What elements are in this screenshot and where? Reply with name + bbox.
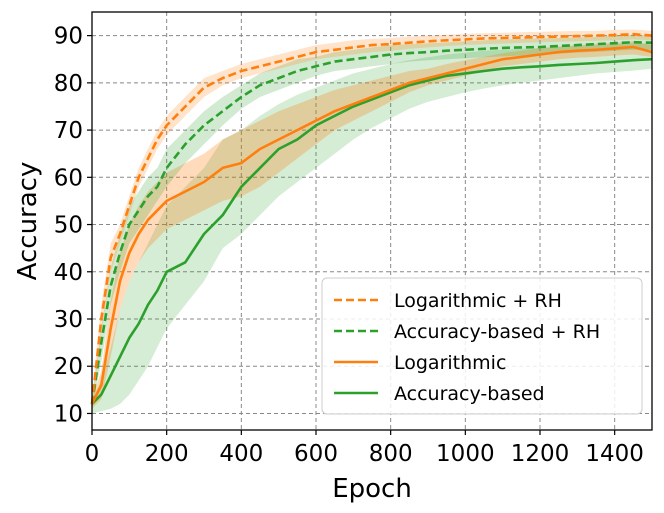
y-tick-label: 90: [54, 24, 83, 50]
x-tick-label: 800: [369, 441, 413, 467]
legend-box: [321, 277, 643, 415]
confidence-bands: [92, 29, 652, 414]
x-tick-label: 1400: [585, 441, 644, 467]
x-tick-label: 600: [294, 441, 338, 467]
legend-label: Accuracy-based + RH: [394, 321, 600, 343]
y-tick-label: 60: [54, 165, 83, 191]
y-tick-label: 50: [54, 213, 83, 239]
x-tick-label: 200: [145, 441, 189, 467]
legend: Logarithmic + RH Accuracy-based + RH Logar…: [321, 277, 643, 415]
accuracy-based-rh-line: [90, 40, 653, 405]
accuracy-based-band: [92, 43, 652, 414]
legend-label: Logarithmic + RH: [394, 290, 562, 312]
logarithmic-rh-line: [90, 32, 653, 405]
x-tick-label: 0: [85, 441, 100, 467]
plot-frame: [91, 11, 653, 431]
legend-label: Accuracy-based: [394, 383, 545, 405]
x-tick-label: 400: [219, 441, 263, 467]
axis-ticks: 0 200 400 600 800 1000 1200 1400 10 20 30 40 50 60 70 8…: [54, 24, 644, 467]
x-tick-label: 1200: [511, 441, 570, 467]
logarithmic-line: [90, 45, 653, 405]
y-axis-title: Accuracy: [13, 162, 43, 281]
y-tick-label: 10: [54, 401, 83, 427]
x-tick-label: 1000: [436, 441, 495, 467]
y-tick-label: 40: [54, 260, 83, 286]
x-axis-title: Epoch: [332, 474, 412, 504]
series-lines: [90, 32, 653, 405]
y-tick-label: 80: [54, 71, 83, 97]
legend-label: Logarithmic: [394, 352, 506, 374]
accuracy-based-line: [91, 57, 653, 405]
y-tick-label: 30: [54, 307, 83, 333]
y-tick-label: 70: [54, 118, 83, 144]
y-tick-label: 20: [54, 354, 83, 380]
